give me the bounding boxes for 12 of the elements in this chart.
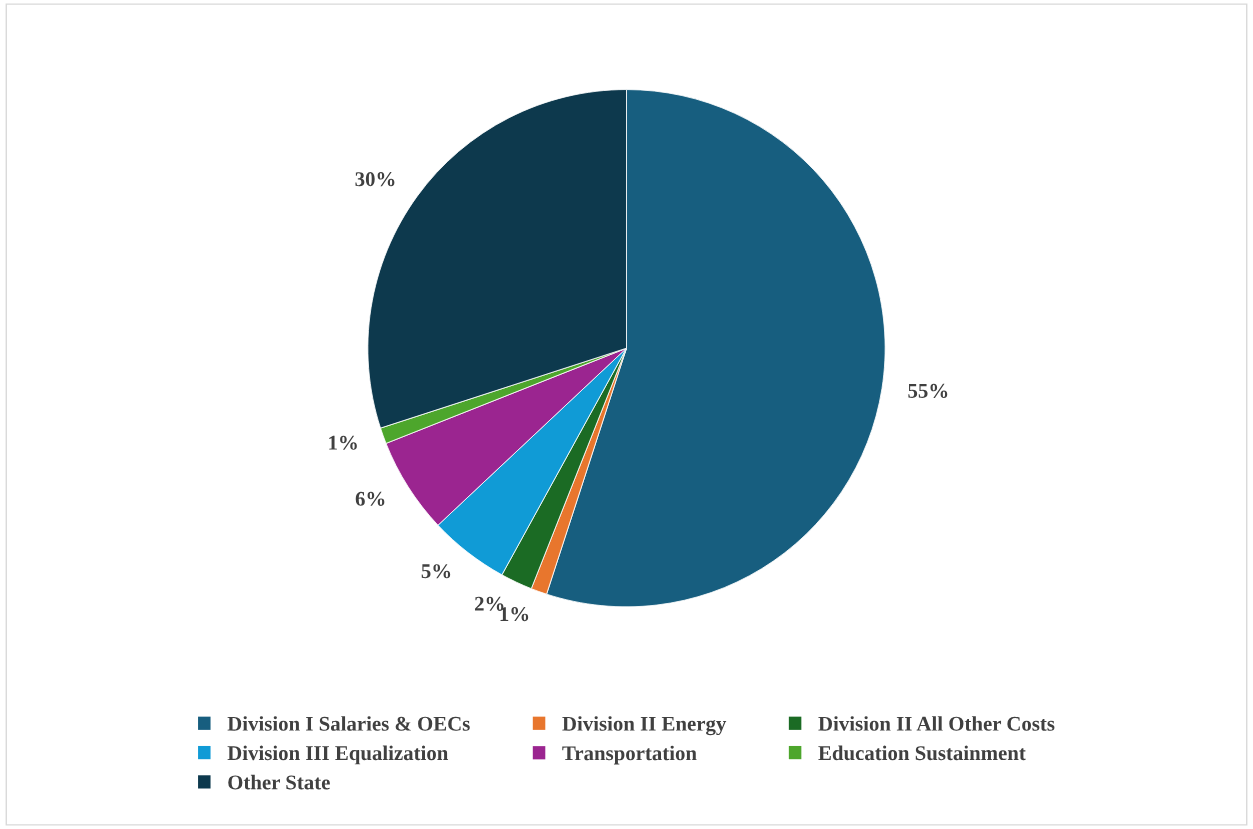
legend-label: Other State	[228, 774, 330, 790]
data-label: 1%	[329, 435, 357, 450]
data-label: 55%	[908, 383, 948, 398]
legend-label: Education Sustainment	[818, 745, 1026, 761]
legend-label: Division I Salaries & OECs	[227, 716, 470, 731]
data-label: 6%	[355, 491, 385, 506]
legend-label: Transportation	[562, 745, 697, 765]
data-label: 5%	[421, 564, 451, 579]
data-label: 30%	[355, 172, 395, 187]
legend-label: Division II All Other Costs	[818, 716, 1055, 731]
legend-label: Division II Energy	[562, 716, 727, 736]
legend-label: Division III Equalization	[227, 745, 449, 765]
